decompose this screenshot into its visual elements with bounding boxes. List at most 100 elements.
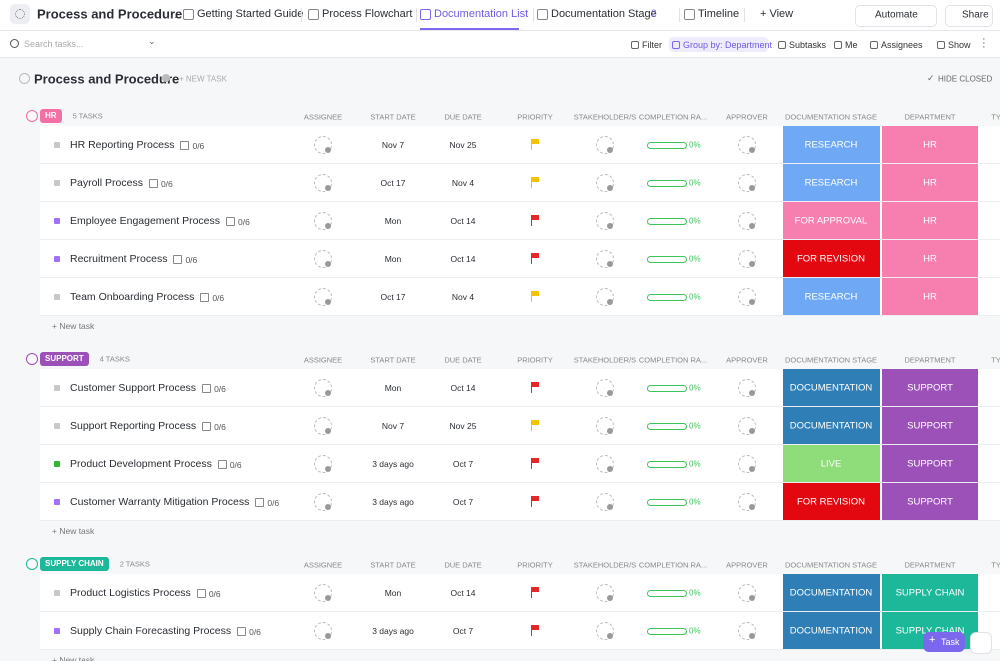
- department-label[interactable]: SUPPORT: [907, 420, 953, 432]
- department-cell[interactable]: [882, 126, 978, 163]
- avatar-placeholder[interactable]: [314, 212, 332, 230]
- priority-flag[interactable]: [532, 458, 539, 463]
- stage-cell[interactable]: [783, 278, 880, 315]
- department-cell[interactable]: [882, 202, 978, 239]
- toolbar-button[interactable]: Subtasks: [789, 40, 827, 50]
- stage-cell[interactable]: [783, 612, 880, 649]
- department-cell[interactable]: [882, 483, 978, 520]
- task-name[interactable]: Supply Chain Forecasting Process: [70, 625, 232, 637]
- department-cell[interactable]: [882, 369, 978, 406]
- due-date[interactable]: Oct 7: [452, 497, 474, 507]
- due-date[interactable]: Nov 25: [449, 140, 477, 150]
- stage-cell[interactable]: [783, 407, 880, 444]
- priority-flag[interactable]: [532, 139, 539, 144]
- task-name[interactable]: Customer Warranty Mitigation Process: [70, 496, 250, 508]
- tab[interactable]: Getting Started Guide: [197, 8, 304, 20]
- group-pill[interactable]: HR: [40, 109, 62, 123]
- avatar-placeholder[interactable]: [314, 622, 332, 640]
- stage-label[interactable]: DOCUMENTATION: [789, 625, 873, 637]
- avatar-placeholder[interactable]: [596, 136, 614, 154]
- stage-label[interactable]: RESEARCH: [804, 291, 858, 303]
- department-label[interactable]: SUPPLY CHAIN: [895, 587, 965, 599]
- start-date[interactable]: Mon: [384, 588, 402, 598]
- due-date[interactable]: Oct 14: [450, 254, 476, 264]
- new-task-link[interactable]: + NEW TASK: [179, 74, 227, 84]
- avatar-placeholder[interactable]: [314, 379, 332, 397]
- department-label[interactable]: HR: [923, 291, 937, 303]
- stage-cell[interactable]: [783, 483, 880, 520]
- department-label[interactable]: SUPPORT: [907, 496, 953, 508]
- avatar-placeholder[interactable]: [314, 136, 332, 154]
- automate-label[interactable]: Automate: [875, 9, 918, 21]
- avatar-placeholder[interactable]: [596, 584, 614, 602]
- department-label[interactable]: HR: [923, 177, 937, 189]
- stage-label[interactable]: DOCUMENTATION: [789, 587, 873, 599]
- due-date[interactable]: Oct 14: [450, 216, 476, 226]
- stage-label[interactable]: FOR REVISION: [796, 496, 866, 508]
- avatar-placeholder[interactable]: [596, 493, 614, 511]
- avatar-placeholder[interactable]: [314, 417, 332, 435]
- avatar-placeholder[interactable]: [738, 622, 756, 640]
- priority-flag[interactable]: [532, 420, 539, 425]
- department-label[interactable]: HR: [923, 215, 937, 227]
- task-name[interactable]: HR Reporting Process: [70, 139, 175, 151]
- department-cell[interactable]: [882, 240, 978, 277]
- department-label[interactable]: SUPPLY CHAIN: [895, 625, 965, 637]
- department-cell[interactable]: [882, 574, 978, 611]
- due-date[interactable]: Oct 14: [450, 383, 476, 393]
- tab[interactable]: Documentation Stage: [551, 8, 657, 20]
- stage-label[interactable]: RESEARCH: [804, 177, 858, 189]
- stage-cell[interactable]: [783, 240, 880, 277]
- start-date[interactable]: Nov 7: [381, 421, 405, 431]
- avatar-placeholder[interactable]: [738, 288, 756, 306]
- start-date[interactable]: Nov 7: [381, 140, 405, 150]
- task-name[interactable]: Employee Engagement Process: [70, 215, 220, 227]
- avatar-placeholder[interactable]: [738, 250, 756, 268]
- priority-flag[interactable]: [532, 587, 539, 592]
- due-date[interactable]: Oct 7: [452, 626, 474, 636]
- avatar-placeholder[interactable]: [314, 584, 332, 602]
- hide-closed[interactable]: HIDE CLOSED: [938, 74, 993, 84]
- avatar-placeholder[interactable]: [738, 136, 756, 154]
- tab[interactable]: + View: [760, 8, 794, 20]
- apps-button[interactable]: [970, 632, 992, 654]
- department-cell[interactable]: [882, 164, 978, 201]
- avatar-placeholder[interactable]: [596, 212, 614, 230]
- task-name[interactable]: Customer Support Process: [70, 382, 197, 394]
- start-date[interactable]: 3 days ago: [372, 497, 414, 507]
- group-toggle[interactable]: [26, 353, 38, 365]
- stage-label[interactable]: FOR APPROVAL: [794, 215, 868, 227]
- avatar-placeholder[interactable]: [314, 250, 332, 268]
- start-date[interactable]: 3 days ago: [372, 459, 414, 469]
- priority-flag[interactable]: [532, 625, 539, 630]
- due-date[interactable]: Oct 7: [452, 459, 474, 469]
- group-pill[interactable]: SUPPORT: [40, 352, 89, 366]
- page-title[interactable]: Process and Procedure: [37, 6, 183, 22]
- share-label[interactable]: Share: [962, 9, 989, 21]
- task-name[interactable]: Recruitment Process: [70, 253, 168, 265]
- tab[interactable]: Documentation List: [434, 8, 529, 20]
- start-date[interactable]: Mon: [384, 383, 402, 393]
- avatar-placeholder[interactable]: [596, 288, 614, 306]
- group-by-pill[interactable]: [669, 37, 768, 52]
- tab[interactable]: Process Flowchart: [322, 8, 413, 20]
- department-cell[interactable]: [882, 445, 978, 482]
- department-label[interactable]: SUPPORT: [907, 382, 953, 394]
- add-task[interactable]: + New task: [52, 321, 95, 331]
- stage-cell[interactable]: [783, 164, 880, 201]
- stage-label[interactable]: DOCUMENTATION: [789, 382, 873, 394]
- avatar-placeholder[interactable]: [596, 417, 614, 435]
- start-date[interactable]: Oct 17: [380, 178, 406, 188]
- avatar-placeholder[interactable]: [314, 288, 332, 306]
- task-name[interactable]: Team Onboarding Process: [70, 291, 195, 303]
- due-date[interactable]: Oct 14: [450, 588, 476, 598]
- start-date[interactable]: Oct 17: [380, 292, 406, 302]
- task-name[interactable]: Product Development Process: [70, 458, 212, 470]
- stage-cell[interactable]: [783, 445, 880, 482]
- group-toggle[interactable]: [26, 558, 38, 570]
- avatar-placeholder[interactable]: [738, 212, 756, 230]
- priority-flag[interactable]: [532, 177, 539, 182]
- share-button[interactable]: [945, 5, 993, 27]
- department-cell[interactable]: [882, 407, 978, 444]
- more-dots[interactable]: …: [166, 7, 178, 21]
